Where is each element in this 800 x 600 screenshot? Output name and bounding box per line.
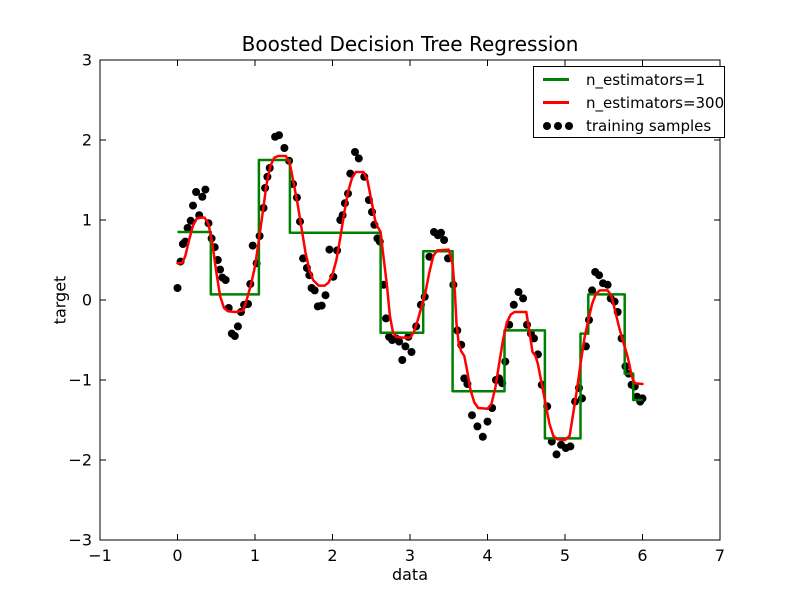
red-line-swatch <box>543 101 573 104</box>
legend-entry-training-samples: training samples <box>543 114 724 137</box>
x-tick-label: 0 <box>172 546 182 565</box>
chart-title: Boosted Decision Tree Regression <box>241 32 579 56</box>
legend: n_estimators=1 n_estimators=300 training… <box>533 66 725 138</box>
green-line-swatch <box>543 78 573 81</box>
legend-entry-n-estimators-300: n_estimators=300 <box>543 91 724 114</box>
y-tick-label: 1 <box>82 211 92 230</box>
y-tick-label: 2 <box>82 131 92 150</box>
y-tick-label: −3 <box>68 531 92 550</box>
x-tick-label: 5 <box>560 546 570 565</box>
y-tick-label: 0 <box>82 291 92 310</box>
x-tick-label: 2 <box>327 546 337 565</box>
axis-ticks <box>99 59 721 541</box>
legend-label-n-estimators-300: n_estimators=300 <box>586 93 725 112</box>
x-tick-label: 7 <box>715 546 725 565</box>
n-estimators-300-line <box>176 154 644 442</box>
x-tick-label: −1 <box>88 546 112 565</box>
legend-label-training-samples: training samples <box>586 116 712 135</box>
y-tick-label: −1 <box>68 371 92 390</box>
legend-entry-n-estimators-1: n_estimators=1 <box>543 68 724 91</box>
y-tick-label: 3 <box>82 51 92 70</box>
n-estimators-1-line <box>177 158 643 440</box>
y-tick-label: −2 <box>68 451 92 470</box>
legend-label-n-estimators-1: n_estimators=1 <box>586 70 706 89</box>
x-tick-label: 4 <box>482 546 492 565</box>
x-tick-label: 3 <box>405 546 415 565</box>
training-samples-swatch <box>543 121 573 130</box>
y-axis-label: target <box>50 275 70 325</box>
x-tick-label: 6 <box>637 546 647 565</box>
x-tick-label: 1 <box>250 546 260 565</box>
tick-labels: −1 0 1 2 3 4 5 6 7 −3 −2 −1 0 1 2 3 <box>68 51 725 566</box>
x-axis-label: data <box>391 565 429 584</box>
